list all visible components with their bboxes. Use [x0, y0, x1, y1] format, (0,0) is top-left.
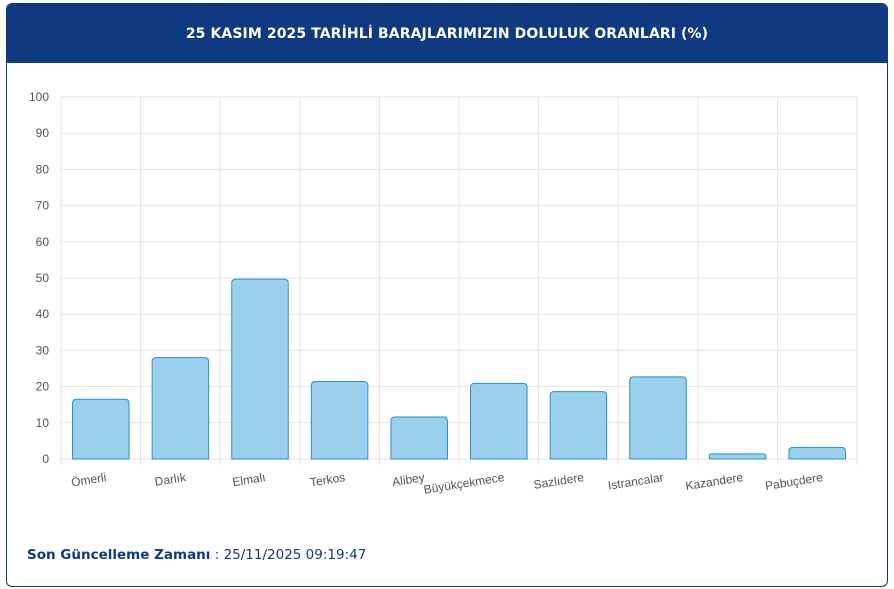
bar-alibey[interactable]: [390, 416, 448, 460]
y-tick-label: 20: [36, 380, 50, 394]
x-tick-label: Terkos: [309, 470, 346, 489]
y-tick-label: 50: [36, 271, 50, 285]
last-updated-label: Son Güncelleme Zamanı: [27, 547, 211, 563]
last-updated: Son Güncelleme Zamanı : 25/11/2025 09:19…: [27, 547, 366, 563]
x-axis-ticks: Ömerli Darlık Elmalı Terkos AlibeyBüyükçekme…: [70, 470, 824, 497]
bar-sazlıdere[interactable]: [549, 391, 608, 460]
grid-lines: [60, 96, 858, 465]
x-tick-label: Darlık: [154, 470, 188, 489]
x-tick-label: Sazlıdere: [533, 470, 586, 492]
x-tick-label: Büyükçekmece: [423, 470, 506, 497]
y-tick-label: 90: [36, 126, 50, 140]
x-tick-label: Elmalı: [231, 470, 266, 489]
y-tick-label: 30: [36, 343, 50, 357]
x-tick-label: Alibey: [391, 470, 425, 489]
y-tick-label: 80: [36, 162, 50, 176]
last-updated-separator: :: [210, 547, 224, 563]
chart-title: 25 KASIM 2025 TARİHLİ BARAJLARIMIZIN DOL…: [7, 4, 887, 63]
y-tick-label: 10: [36, 416, 50, 430]
bar-chart: 0 10 20 30 40 50 60 70 80 90 100 Ömerli Darlık Elmal…: [29, 90, 858, 497]
bar-kazandere[interactable]: [708, 453, 767, 460]
bar-darlık[interactable]: [151, 357, 210, 460]
y-tick-label: 70: [36, 199, 50, 213]
bar-terkos[interactable]: [310, 381, 369, 460]
y-axis-ticks: 0 10 20 30 40 50 60 70 80 90 100: [29, 90, 49, 466]
x-tick-label: Istrancalar: [607, 470, 665, 493]
bar-istrancalar[interactable]: [629, 376, 687, 460]
bars: [72, 278, 846, 460]
chart-card: 25 KASIM 2025 TARİHLİ BARAJLARIMIZIN DOL…: [6, 3, 888, 587]
bar-elmalı[interactable]: [231, 278, 289, 460]
x-tick-label: Pabuçdere: [764, 470, 824, 493]
x-tick-label: Ömerli: [70, 470, 107, 489]
y-tick-label: 100: [29, 90, 49, 104]
bar-ömerli[interactable]: [72, 398, 130, 460]
last-updated-value: 25/11/2025 09:19:47: [223, 547, 367, 563]
bar-pabuçdere[interactable]: [788, 446, 846, 460]
y-tick-label: 60: [36, 235, 50, 249]
chart-area: 0 10 20 30 40 50 60 70 80 90 100 Ömerli Darlık Elmal…: [7, 63, 887, 533]
y-tick-label: 40: [36, 307, 50, 321]
x-tick-label: Kazandere: [685, 470, 745, 493]
y-tick-label: 0: [42, 452, 49, 466]
bar-büyükçekmece[interactable]: [470, 382, 528, 460]
